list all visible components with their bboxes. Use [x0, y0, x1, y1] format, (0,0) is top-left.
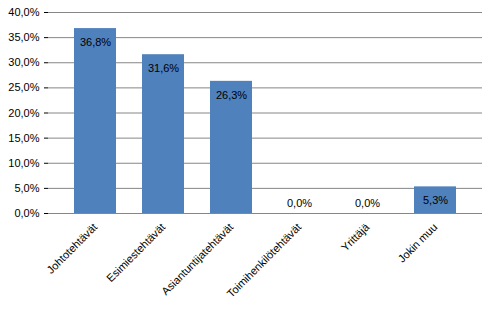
svg-text:26,3%: 26,3%: [216, 89, 247, 101]
svg-text:Johtotehtävät: Johtotehtävät: [44, 221, 99, 276]
svg-text:Toimihenkilötehtävät: Toimihenkilötehtävät: [224, 221, 303, 300]
svg-text:35,0%: 35,0%: [8, 31, 39, 43]
svg-text:25,0%: 25,0%: [8, 81, 39, 93]
svg-text:Esimiestehtävät: Esimiestehtävät: [104, 221, 167, 284]
svg-text:Jokin muu: Jokin muu: [395, 221, 439, 265]
svg-text:Yrittäjä: Yrittäjä: [339, 220, 372, 253]
svg-text:5,3%: 5,3%: [423, 194, 448, 206]
svg-text:36,8%: 36,8%: [80, 36, 111, 48]
svg-text:5,0%: 5,0%: [14, 182, 39, 194]
svg-text:31,6%: 31,6%: [148, 62, 179, 74]
svg-text:30,0%: 30,0%: [8, 56, 39, 68]
svg-text:40,0%: 40,0%: [8, 6, 39, 18]
svg-text:0,0%: 0,0%: [287, 197, 312, 209]
svg-text:20,0%: 20,0%: [8, 107, 39, 119]
svg-text:Asiantuntijatehtävät: Asiantuntijatehtävät: [159, 221, 235, 297]
svg-text:0,0%: 0,0%: [355, 197, 380, 209]
svg-text:0,0%: 0,0%: [14, 207, 39, 219]
svg-text:10,0%: 10,0%: [8, 157, 39, 169]
svg-text:15,0%: 15,0%: [8, 132, 39, 144]
